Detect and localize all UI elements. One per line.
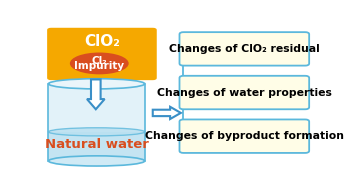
FancyBboxPatch shape [47, 28, 157, 80]
Ellipse shape [48, 79, 145, 89]
Text: Cl₂: Cl₂ [91, 56, 107, 66]
Text: Natural water: Natural water [45, 138, 149, 151]
Bar [48, 84, 145, 161]
Ellipse shape [48, 128, 145, 136]
Polygon shape [153, 107, 181, 119]
Bar [48, 132, 145, 161]
FancyBboxPatch shape [179, 119, 309, 153]
Text: Impurity: Impurity [74, 61, 124, 71]
Polygon shape [87, 79, 105, 109]
Ellipse shape [48, 156, 145, 166]
Text: Changes of ClO₂ residual: Changes of ClO₂ residual [169, 44, 320, 54]
Ellipse shape [70, 53, 129, 74]
FancyBboxPatch shape [179, 76, 309, 109]
Text: ClO₂: ClO₂ [84, 34, 120, 49]
Text: Changes of water properties: Changes of water properties [157, 88, 332, 98]
FancyBboxPatch shape [179, 32, 309, 66]
Text: Changes of byproduct formation: Changes of byproduct formation [145, 131, 344, 141]
